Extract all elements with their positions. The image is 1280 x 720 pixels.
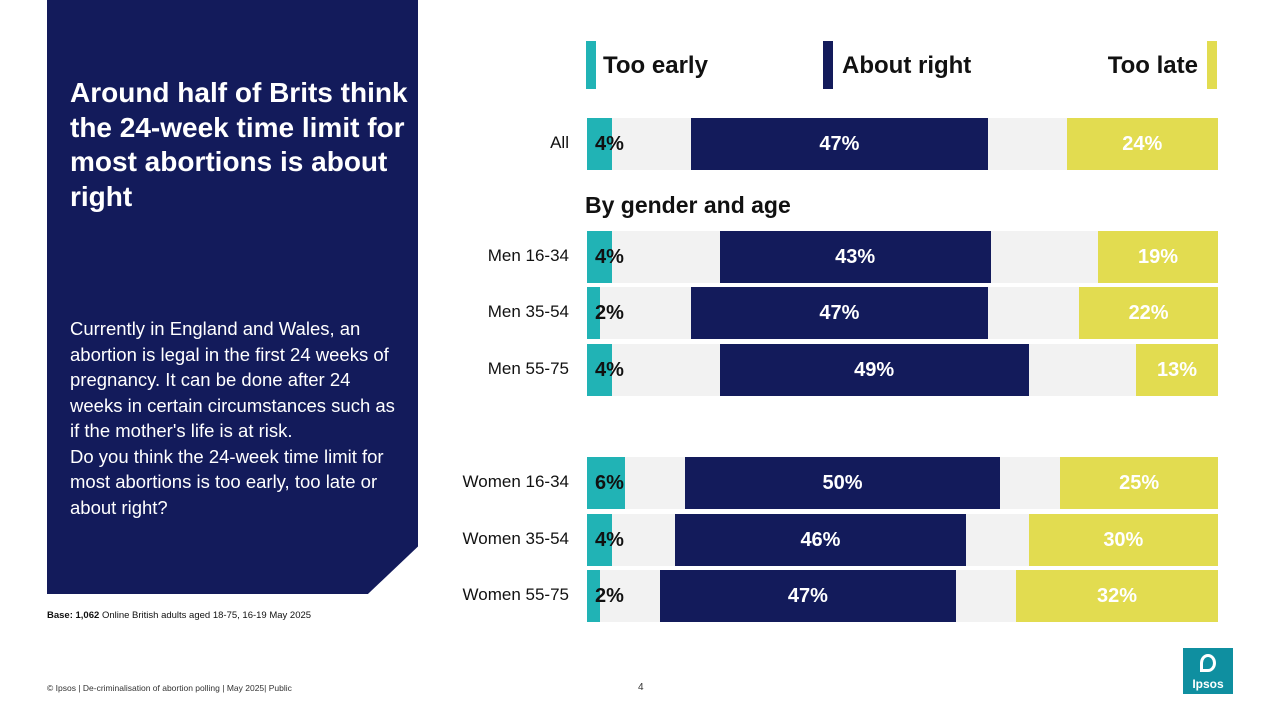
section-heading: By gender and age [585, 192, 791, 218]
row-label: Women 16-34 [462, 472, 569, 491]
logo-text: Ipsos [1192, 677, 1224, 691]
bar-too-late [1028, 514, 1218, 566]
bar-row: 4% 49% 13% [587, 344, 1218, 396]
bar-too-early [587, 457, 625, 509]
row-label: Men 16-34 [487, 246, 569, 265]
base-note-text: Online British adults aged 18-75, 16-19 … [101, 610, 312, 621]
bar-too-late [1079, 287, 1218, 339]
bar-too-late [1135, 344, 1218, 396]
row-label: All [550, 133, 569, 152]
bar-row: 6% 50% 25% [587, 457, 1218, 509]
bar-too-early [587, 287, 600, 339]
legend-swatch-about-right [823, 41, 833, 89]
data-label-too-late: 13% [1156, 359, 1197, 381]
data-label-about-right: 47% [787, 585, 828, 607]
legend-label-too-early: Too early [603, 52, 708, 79]
data-label-too-late: 32% [1097, 585, 1138, 607]
bar-about-right [659, 570, 957, 622]
bar-too-late [1016, 570, 1218, 622]
bar-too-late [1098, 231, 1218, 283]
data-label-too-early: 4% [595, 246, 624, 268]
legend-swatch-too-late [1207, 41, 1217, 89]
ipsos-logo-icon [1200, 654, 1216, 672]
bar-about-right [719, 344, 1029, 396]
bar-too-early [587, 344, 613, 396]
footer-text: © Ipsos | De-criminalisation of abortion… [47, 683, 292, 693]
base-note-label: Base: 1,062 [47, 610, 100, 621]
bar-row: 4% 47% 24% [587, 118, 1218, 170]
data-label-too-early: 6% [595, 472, 624, 494]
question-text: Currently in England and Wales, an abort… [70, 318, 395, 518]
bar-row: 4% 46% 30% [587, 514, 1218, 566]
data-label-about-right: 47% [819, 302, 860, 324]
data-label-too-late: 25% [1119, 472, 1160, 494]
legend-label-about-right: About right [842, 52, 972, 79]
legend-swatch-too-early [586, 41, 596, 89]
data-label-too-early: 2% [595, 585, 624, 607]
ipsos-logo: Ipsos [1183, 648, 1233, 694]
bar-about-right [719, 231, 991, 283]
data-label-too-early: 4% [595, 359, 624, 381]
title-panel [47, 0, 418, 594]
bar-too-early [587, 118, 613, 170]
data-label-about-right: 47% [819, 133, 860, 155]
data-label-about-right: 50% [822, 472, 863, 494]
data-label-too-late: 30% [1103, 529, 1144, 551]
bar-too-late [1066, 118, 1218, 170]
data-label-too-early: 2% [595, 302, 624, 324]
data-label-too-late: 22% [1128, 302, 1169, 324]
bar-too-early [587, 231, 613, 283]
data-label-too-early: 4% [595, 133, 624, 155]
bar-too-late [1060, 457, 1218, 509]
bar-row: 2% 47% 22% [587, 287, 1218, 339]
row-label: Men 35-54 [487, 302, 569, 321]
bar-too-early [587, 570, 600, 622]
row-label: Women 35-54 [462, 529, 569, 548]
data-label-about-right: 43% [835, 246, 876, 268]
data-label-about-right: 49% [854, 359, 895, 381]
bar-about-right [675, 514, 966, 566]
bar-too-early [587, 514, 613, 566]
data-label-too-early: 4% [595, 529, 624, 551]
slide-title: Around half of Brits think the 24-week t… [70, 77, 408, 212]
base-note: Base: 1,062 Online British adults aged 1… [47, 610, 311, 621]
data-label-about-right: 46% [800, 529, 841, 551]
bar-row: 2% 47% 32% [587, 570, 1218, 622]
bar-row: 4% 43% 19% [587, 231, 1218, 283]
row-label: Men 55-75 [487, 359, 569, 378]
bar-about-right [691, 287, 988, 339]
data-label-too-late: 19% [1138, 246, 1179, 268]
page-number: 4 [638, 682, 644, 693]
bar-about-right [691, 118, 988, 170]
legend-label-too-late: Too late [1107, 52, 1198, 79]
bar-about-right [684, 457, 1001, 509]
row-label: Women 55-75 [462, 585, 569, 604]
data-label-too-late: 24% [1122, 133, 1163, 155]
